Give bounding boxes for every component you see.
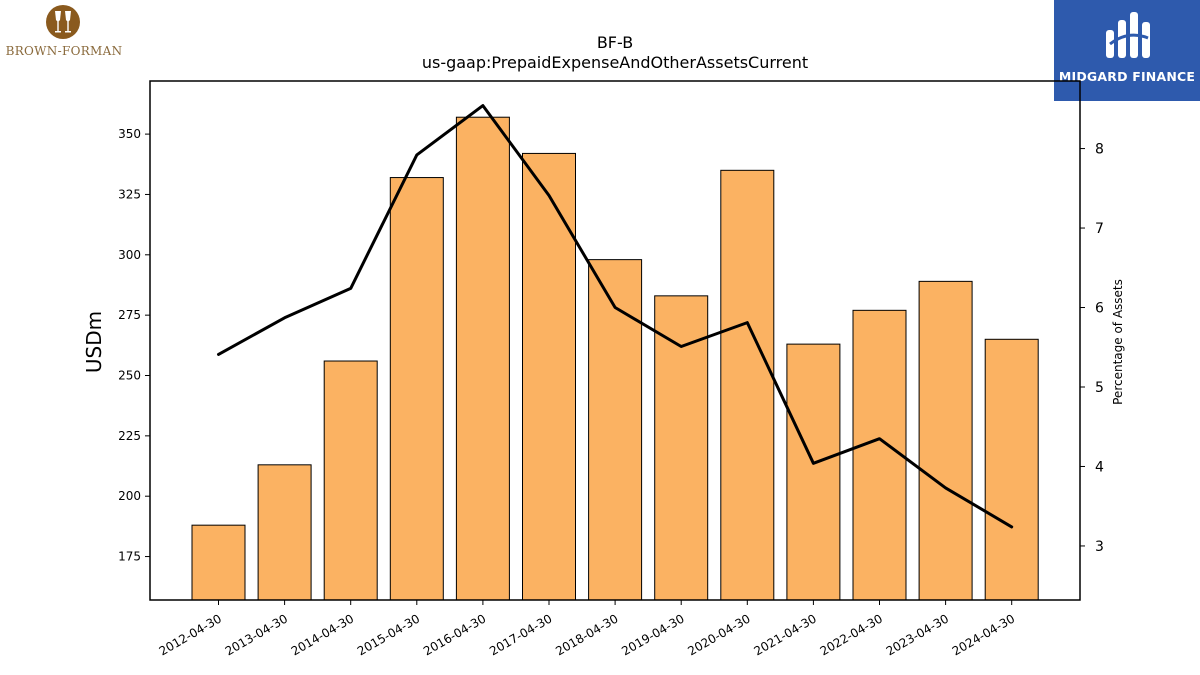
chart-title: BF-B bbox=[597, 33, 633, 52]
left-tick-label: 350 bbox=[118, 127, 141, 141]
left-axis: 175 200 225 250 275 300 325 350 bbox=[118, 127, 150, 564]
bar bbox=[588, 259, 643, 601]
bar bbox=[323, 360, 378, 601]
right-tick-label: 7 bbox=[1095, 221, 1104, 237]
midgard-finance-logo: MIDGARD FINANCE bbox=[1054, 0, 1200, 101]
x-tick-label: 2021-04-30 bbox=[751, 611, 818, 658]
bar-series bbox=[191, 116, 1039, 601]
x-tick-label: 2016-04-30 bbox=[421, 611, 488, 658]
x-tick-label: 2014-04-30 bbox=[289, 611, 356, 658]
left-tick-label: 250 bbox=[118, 369, 141, 383]
x-tick-label: 2013-04-30 bbox=[223, 611, 290, 658]
right-tick-label: 6 bbox=[1095, 301, 1104, 317]
bar bbox=[455, 116, 510, 601]
y2-axis-label: Percentage of Assets bbox=[1111, 279, 1125, 405]
x-tick-label: 2019-04-30 bbox=[619, 611, 686, 658]
x-tick-label: 2015-04-30 bbox=[355, 611, 422, 658]
right-tick-label: 4 bbox=[1095, 459, 1104, 475]
right-tick-label: 3 bbox=[1095, 539, 1104, 555]
midgard-wordmark: MIDGARD FINANCE bbox=[1058, 69, 1196, 84]
bar bbox=[786, 343, 841, 601]
left-tick-label: 325 bbox=[118, 187, 141, 201]
left-tick-label: 175 bbox=[118, 550, 141, 564]
x-tick-label: 2012-04-30 bbox=[157, 611, 224, 658]
brown-forman-wordmark: BROWN-FORMAN bbox=[5, 44, 123, 58]
chart-subtitle: us-gaap:PrepaidExpenseAndOtherAssetsCurr… bbox=[422, 53, 808, 72]
left-tick-label: 275 bbox=[118, 308, 141, 322]
right-axis: 3 4 5 6 7 8 bbox=[1080, 142, 1104, 555]
bar bbox=[389, 177, 444, 601]
right-tick-label: 8 bbox=[1095, 142, 1104, 158]
left-tick-label: 300 bbox=[118, 248, 141, 262]
left-tick-label: 225 bbox=[118, 429, 141, 443]
x-tick-label: 2018-04-30 bbox=[553, 611, 620, 658]
bar bbox=[852, 309, 907, 601]
x-tick-label: 2017-04-30 bbox=[487, 611, 554, 658]
bar bbox=[257, 464, 312, 601]
line-series bbox=[217, 104, 1014, 529]
x-axis: 2012-04-302013-04-302014-04-302015-04-30… bbox=[157, 600, 1017, 658]
bar bbox=[720, 169, 775, 601]
x-tick-label: 2023-04-30 bbox=[884, 611, 951, 658]
y-axis-label: USDm bbox=[82, 311, 106, 373]
bar bbox=[918, 280, 973, 601]
bar bbox=[522, 152, 576, 601]
brown-forman-emblem-icon bbox=[46, 5, 80, 39]
x-tick-label: 2022-04-30 bbox=[818, 611, 885, 658]
left-tick-label: 200 bbox=[118, 489, 141, 503]
x-tick-label: 2020-04-30 bbox=[685, 611, 752, 658]
brown-forman-logo: BROWN-FORMAN bbox=[0, 0, 128, 64]
right-tick-label: 5 bbox=[1095, 380, 1104, 396]
x-tick-label: 2024-04-30 bbox=[950, 611, 1017, 658]
bar bbox=[654, 295, 709, 601]
bar bbox=[191, 524, 246, 601]
bar bbox=[984, 338, 1039, 601]
midgard-emblem-icon bbox=[1106, 12, 1150, 58]
